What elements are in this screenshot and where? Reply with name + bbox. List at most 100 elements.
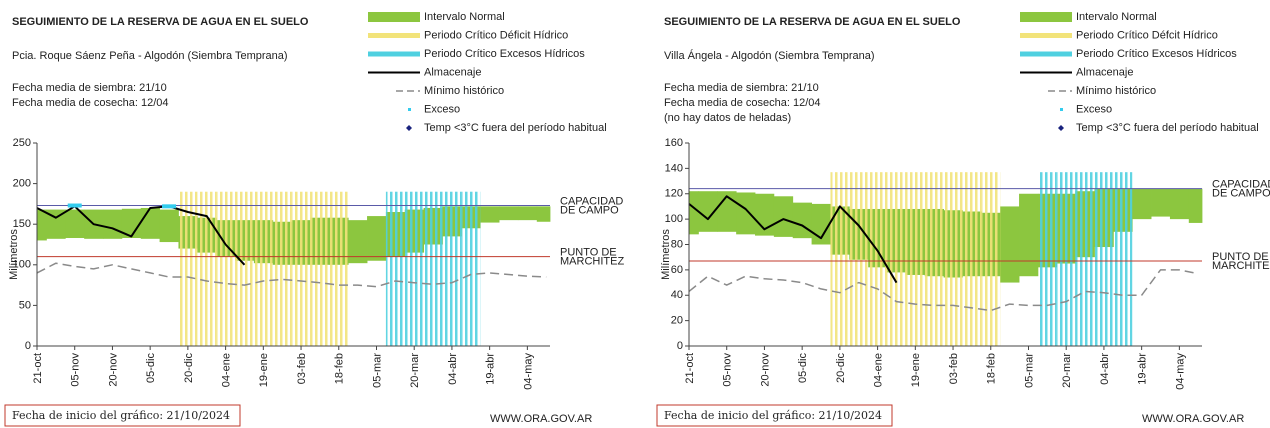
normal-band bbox=[1000, 206, 1020, 283]
x-tick-label: 03-feb bbox=[948, 353, 960, 384]
y-tick-label: 20 bbox=[671, 315, 683, 327]
excess-marker bbox=[162, 204, 177, 209]
x-tick-label: 04-may bbox=[1174, 353, 1186, 390]
legend-label: Mínimo histórico bbox=[424, 85, 504, 97]
normal-band bbox=[103, 209, 123, 239]
critical-period bbox=[962, 172, 982, 346]
legend-label: Almacenaje bbox=[1076, 66, 1133, 78]
x-tick-label: 03-feb bbox=[296, 353, 308, 384]
legend-label: Periodo Crítico Déficit Hídrico bbox=[424, 29, 568, 41]
footer-box bbox=[656, 404, 893, 427]
normal-band bbox=[517, 206, 538, 221]
normal-band bbox=[159, 209, 179, 243]
legend-swatch bbox=[368, 12, 420, 22]
footer-text: Fecha de inicio del gráfico: 21/10/2024 bbox=[664, 409, 882, 422]
critical-period bbox=[1037, 172, 1057, 346]
legend-label: Temp <3°C fuera del período habitual bbox=[424, 122, 607, 134]
source: WWW.ORA.GOV.AR bbox=[1142, 413, 1244, 425]
chart-subtitle: Villa Ángela - Algodón (Siembra Temprana… bbox=[664, 49, 875, 62]
legend-swatch bbox=[1020, 33, 1072, 38]
source: WWW.ORA.GOV.AR bbox=[490, 413, 592, 425]
normal-band bbox=[1169, 188, 1190, 220]
y-tick-label: 200 bbox=[13, 178, 31, 190]
normal-band bbox=[140, 207, 160, 239]
critical-period bbox=[868, 172, 888, 346]
critical-period bbox=[849, 172, 869, 346]
normal-band bbox=[121, 208, 142, 239]
critical-period bbox=[329, 191, 349, 346]
reference-label: DE CAMPO bbox=[1212, 188, 1270, 200]
reference-label: CAPACIDAD bbox=[560, 195, 623, 207]
normal-band bbox=[65, 209, 85, 239]
y-tick-label: 140 bbox=[665, 162, 683, 174]
critical-period bbox=[272, 191, 292, 346]
x-tick-label: 21-oct bbox=[32, 353, 44, 384]
critical-period bbox=[830, 172, 850, 346]
x-tick-label: 18-feb bbox=[986, 353, 998, 384]
y-tick-label: 120 bbox=[665, 188, 683, 200]
x-tick-label: 04-ene bbox=[221, 353, 233, 387]
critical-period bbox=[1056, 172, 1076, 346]
normal-band bbox=[536, 206, 551, 222]
reference-label: MARCHITEZ bbox=[1212, 260, 1270, 272]
x-tick-label: 21-oct bbox=[684, 353, 696, 384]
x-tick-label: 04-abr bbox=[1099, 353, 1111, 385]
legend-label: Intervalo Normal bbox=[1076, 11, 1157, 23]
x-tick-label: 04-ene bbox=[873, 353, 885, 387]
legend-label: Periodo Crítico Excesos Hídricos bbox=[424, 48, 585, 60]
normal-band bbox=[1019, 193, 1039, 277]
y-tick-label: 0 bbox=[25, 340, 31, 352]
x-tick-label: 19-abr bbox=[485, 353, 497, 385]
critical-period bbox=[385, 191, 405, 346]
critical-period bbox=[235, 191, 254, 346]
y-axis-label: Milímetros bbox=[660, 229, 672, 280]
critical-period bbox=[1075, 172, 1095, 346]
normal-band bbox=[1132, 188, 1152, 220]
critical-period bbox=[197, 191, 217, 346]
historic-minimum-line bbox=[36, 262, 547, 288]
normal-band bbox=[698, 191, 718, 232]
x-tick-label: 05-mar bbox=[1023, 353, 1035, 388]
x-tick-label: 20-nov bbox=[107, 353, 119, 387]
legend-swatch bbox=[408, 108, 411, 111]
critical-period bbox=[981, 172, 1001, 346]
critical-period bbox=[310, 191, 330, 346]
y-tick-label: 80 bbox=[671, 238, 683, 250]
normal-band bbox=[46, 209, 66, 239]
legend-label: Periodo Crítico Excesos Hídricos bbox=[1076, 48, 1237, 60]
normal-band bbox=[499, 206, 519, 221]
chart-title: SEGUIMIENTO DE LA RESERVA DE AGUA EN EL … bbox=[12, 16, 309, 28]
normal-band bbox=[689, 191, 699, 235]
normal-band bbox=[773, 196, 794, 237]
x-tick-label: 20-dic bbox=[183, 353, 195, 383]
legend-label: Mínimo histórico bbox=[1076, 85, 1156, 97]
legend-label: Temp <3°C fuera del período habitual bbox=[1076, 122, 1259, 134]
x-tick-label: 19-ene bbox=[910, 353, 922, 387]
critical-period bbox=[887, 172, 906, 346]
normal-band bbox=[348, 220, 368, 264]
x-tick-label: 04-abr bbox=[447, 353, 459, 385]
critical-period bbox=[404, 191, 424, 346]
critical-period bbox=[905, 172, 925, 346]
legend-swatch bbox=[368, 33, 420, 38]
critical-period bbox=[291, 191, 311, 346]
x-tick-label: 19-ene bbox=[258, 353, 270, 387]
critical-period bbox=[253, 191, 273, 346]
x-tick-label: 20-mar bbox=[409, 353, 421, 388]
critical-period bbox=[1094, 172, 1114, 346]
legend-swatch bbox=[1060, 108, 1063, 111]
critical-period bbox=[423, 191, 443, 346]
reference-label: PUNTO DE bbox=[560, 247, 617, 259]
chart-subtitle: Pcia. Roque Sáenz Peña - Algodón (Siembr… bbox=[12, 50, 288, 62]
y-tick-label: 60 bbox=[671, 264, 683, 276]
x-tick-label: 19-abr bbox=[1137, 353, 1149, 385]
y-tick-label: 40 bbox=[671, 289, 683, 301]
normal-band bbox=[480, 206, 500, 223]
reference-label: CAPACIDAD bbox=[1212, 179, 1270, 191]
storage-line bbox=[688, 195, 898, 284]
x-tick-label: 20-nov bbox=[759, 353, 771, 387]
reference-label: DE CAMPO bbox=[560, 204, 619, 216]
critical-period bbox=[1113, 172, 1133, 346]
legend-swatch bbox=[1020, 12, 1072, 22]
